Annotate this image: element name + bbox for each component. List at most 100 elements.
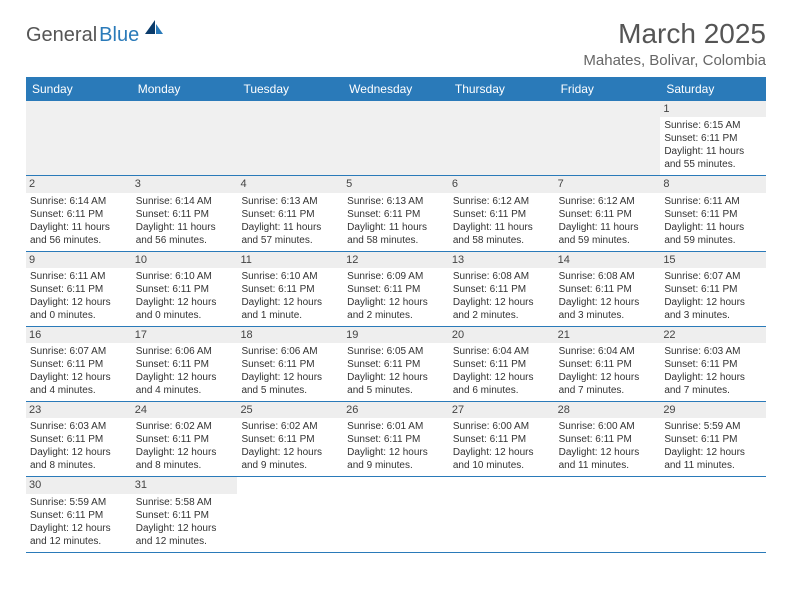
sunset-text: Sunset: 6:11 PM [30,208,128,221]
calendar-cell [132,101,238,175]
weekday-header: Thursday [449,77,555,101]
sunset-text: Sunset: 6:11 PM [559,358,657,371]
calendar-cell: 20 Sunrise: 6:04 AMSunset: 6:11 PMDayligh… [449,327,555,401]
daylight-text: Daylight: 11 hours and 56 minutes. [30,221,128,247]
day-number: 2 [26,176,132,192]
sunset-text: Sunset: 6:11 PM [241,208,339,221]
sunset-text: Sunset: 6:11 PM [453,358,551,371]
calendar-cell [449,101,555,175]
sunset-text: Sunset: 6:11 PM [136,283,234,296]
day-number: 11 [237,252,343,268]
sunset-text: Sunset: 6:11 PM [664,283,762,296]
daylight-text: Daylight: 12 hours and 3 minutes. [664,296,762,322]
day-number: 6 [449,176,555,192]
calendar-row: 9Sunrise: 6:11 AMSunset: 6:11 PMDaylight… [26,252,766,327]
day-number: 19 [343,327,449,343]
calendar-cell: 7Sunrise: 6:12 AMSunset: 6:11 PMDaylight… [555,176,661,250]
daylight-text: Daylight: 12 hours and 9 minutes. [347,446,445,472]
day-number: 1 [660,101,766,117]
calendar-cell: 4Sunrise: 6:13 AMSunset: 6:11 PMDaylight… [237,176,343,250]
sail-icon [143,18,165,41]
sunrise-text: Sunrise: 6:01 AM [347,420,445,433]
logo-accent: Blue [99,24,139,47]
daylight-text: Daylight: 12 hours and 0 minutes. [30,296,128,322]
calendar-cell: 12Sunrise: 6:09 AMSunset: 6:11 PMDayligh… [343,252,449,326]
day-number: 30 [26,477,132,493]
calendar-cell: 10Sunrise: 6:10 AMSunset: 6:11 PMDayligh… [132,252,238,326]
sunset-text: Sunset: 6:11 PM [664,433,762,446]
day-number: 12 [343,252,449,268]
daylight-text: Daylight: 12 hours and 9 minutes. [241,446,339,472]
sunset-text: Sunset: 6:11 PM [30,509,128,522]
sunrise-text: Sunrise: 6:06 AM [136,345,234,358]
sunrise-text: Sunrise: 6:10 AM [241,270,339,283]
daylight-text: Daylight: 12 hours and 3 minutes. [559,296,657,322]
location-text: Mahates, Bolivar, Colombia [583,52,766,69]
sunset-text: Sunset: 6:11 PM [347,283,445,296]
sunrise-text: Sunrise: 6:14 AM [30,195,128,208]
sunrise-text: Sunrise: 6:08 AM [559,270,657,283]
sunrise-text: Sunrise: 6:06 AM [241,345,339,358]
weekday-header: Saturday [660,77,766,101]
calendar-cell: 2 Sunrise: 6:14 AMSunset: 6:11 PMDaylight… [26,176,132,250]
day-number: 8 [660,176,766,192]
calendar-row: 2Sunrise: 6:14 AMSunset: 6:11 PMDaylight… [26,176,766,251]
calendar-row: 30Sunrise: 5:59 AMSunset: 6:11 PMDayligh… [26,477,766,552]
daylight-text: Daylight: 11 hours and 55 minutes. [664,145,762,171]
calendar-cell: 9Sunrise: 6:11 AMSunset: 6:11 PMDaylight… [26,252,132,326]
sunset-text: Sunset: 6:11 PM [136,509,234,522]
sunset-text: Sunset: 6:11 PM [347,358,445,371]
sunset-text: Sunset: 6:11 PM [136,358,234,371]
daylight-text: Daylight: 12 hours and 1 minute. [241,296,339,322]
daylight-text: Daylight: 12 hours and 8 minutes. [136,446,234,472]
calendar-cell: 15Sunrise: 6:07 AMSunset: 6:11 PMDayligh… [660,252,766,326]
calendar-cell: 22Sunrise: 6:03 AMSunset: 6:11 PMDayligh… [660,327,766,401]
sunrise-text: Sunrise: 6:00 AM [559,420,657,433]
calendar-cell: 14Sunrise: 6:08 AMSunset: 6:11 PMDayligh… [555,252,661,326]
sunrise-text: Sunrise: 6:12 AM [559,195,657,208]
month-title: March 2025 [583,18,766,50]
sunset-text: Sunset: 6:11 PM [30,283,128,296]
day-number: 3 [132,176,238,192]
calendar-cell: 11 Sunrise: 6:10 AMSunset: 6:11 PMDayligh… [237,252,343,326]
calendar-row: 23Sunrise: 6:03 AMSunset: 6:11 PMDayligh… [26,402,766,477]
daylight-text: Daylight: 11 hours and 59 minutes. [559,221,657,247]
day-number: 22 [660,327,766,343]
calendar-cell: 24Sunrise: 6:02 AMSunset: 6:11 PMDayligh… [132,402,238,476]
sunset-text: Sunset: 6:11 PM [136,433,234,446]
sunset-text: Sunset: 6:11 PM [241,283,339,296]
sunrise-text: Sunrise: 6:04 AM [453,345,551,358]
calendar-cell: 1Sunrise: 6:15 AMSunset: 6:11 PMDaylight… [660,101,766,175]
calendar-cell: 17Sunrise: 6:06 AMSunset: 6:11 PMDayligh… [132,327,238,401]
sunrise-text: Sunrise: 6:10 AM [136,270,234,283]
day-number: 18 [237,327,343,343]
sunset-text: Sunset: 6:11 PM [559,208,657,221]
weekday-header: Wednesday [343,77,449,101]
sunset-text: Sunset: 6:11 PM [559,433,657,446]
title-block: March 2025 Mahates, Bolivar, Colombia [583,18,766,69]
daylight-text: Daylight: 12 hours and 2 minutes. [347,296,445,322]
sunset-text: Sunset: 6:11 PM [453,433,551,446]
calendar-cell: 30Sunrise: 5:59 AMSunset: 6:11 PMDayligh… [26,477,132,551]
calendar-header-row: Sunday Monday Tuesday Wednesday Thursday… [26,77,766,101]
daylight-text: Daylight: 12 hours and 6 minutes. [453,371,551,397]
calendar-cell: 28Sunrise: 6:00 AMSunset: 6:11 PMDayligh… [555,402,661,476]
daylight-text: Daylight: 12 hours and 4 minutes. [30,371,128,397]
sunrise-text: Sunrise: 5:59 AM [664,420,762,433]
calendar-cell [555,477,661,551]
sunset-text: Sunset: 6:11 PM [453,208,551,221]
day-number: 5 [343,176,449,192]
day-number: 28 [555,402,661,418]
day-number: 31 [132,477,238,493]
daylight-text: Daylight: 11 hours and 58 minutes. [453,221,551,247]
sunrise-text: Sunrise: 6:15 AM [664,119,762,132]
sunrise-text: Sunrise: 6:07 AM [30,345,128,358]
daylight-text: Daylight: 12 hours and 2 minutes. [453,296,551,322]
calendar-cell [237,101,343,175]
daylight-text: Daylight: 11 hours and 58 minutes. [347,221,445,247]
calendar-cell: 19Sunrise: 6:05 AMSunset: 6:11 PMDayligh… [343,327,449,401]
day-number: 20 [449,327,555,343]
sunrise-text: Sunrise: 5:58 AM [136,496,234,509]
calendar-cell: 29Sunrise: 5:59 AMSunset: 6:11 PMDayligh… [660,402,766,476]
calendar-cell: 31Sunrise: 5:58 AMSunset: 6:11 PMDayligh… [132,477,238,551]
